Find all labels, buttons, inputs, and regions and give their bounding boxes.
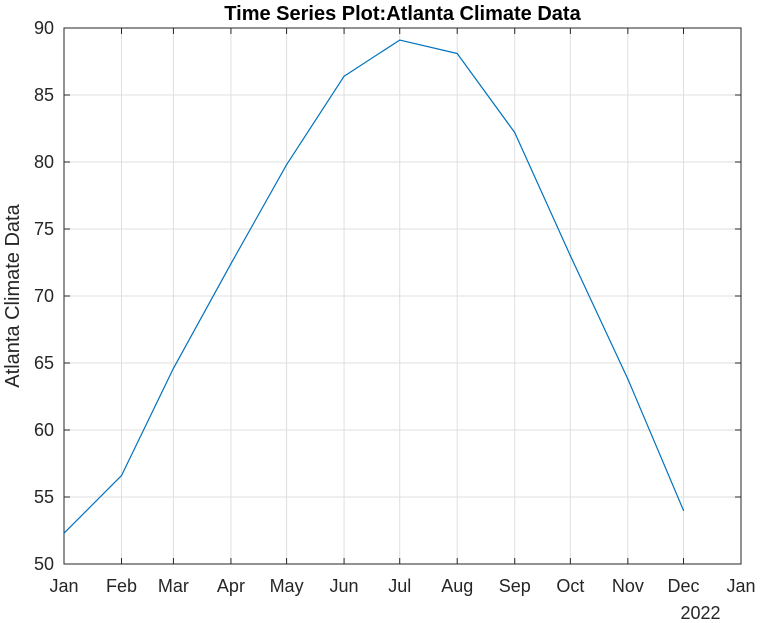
data-point xyxy=(514,131,516,134)
y-tick-label: 60 xyxy=(34,420,54,440)
data-point xyxy=(627,378,629,380)
grid-lines xyxy=(64,28,741,564)
x-tick-label: Jan xyxy=(726,576,755,596)
y-tick-label: 85 xyxy=(34,85,54,105)
data-point xyxy=(456,52,458,55)
x-tick-label: Mar xyxy=(158,576,189,596)
x-tick-label: Oct xyxy=(556,576,584,596)
data-point xyxy=(120,474,123,477)
x-tick-label: Jun xyxy=(330,576,359,596)
y-tick-label: 75 xyxy=(34,219,54,239)
series-line xyxy=(63,39,685,534)
data-point xyxy=(172,367,175,369)
data-point xyxy=(63,532,65,534)
x-tick-label: Aug xyxy=(441,576,473,596)
series-group xyxy=(63,39,685,534)
x-tick-label: Feb xyxy=(106,576,137,596)
x-tick-label: Sep xyxy=(499,576,531,596)
data-point xyxy=(285,164,288,166)
y-tick-label: 55 xyxy=(34,487,54,507)
data-point xyxy=(343,75,345,77)
x-axis-year-label: 2022 xyxy=(680,603,720,623)
x-tick-label: Jan xyxy=(49,576,78,596)
x-tick-label: Jul xyxy=(388,576,411,596)
data-point xyxy=(399,39,401,41)
x-tick-labels: Jan Feb Mar Apr May Jun Jul Aug Sep Oct Nov Dec Jan xyxy=(49,576,755,596)
y-tick-label: 70 xyxy=(34,286,54,306)
x-tick-label: May xyxy=(270,576,304,596)
x-tick-label: Apr xyxy=(217,576,245,596)
x-tick-label: Nov xyxy=(612,576,644,596)
y-tick-label: 90 xyxy=(34,18,54,38)
plot-frame xyxy=(63,27,742,565)
data-point xyxy=(569,255,571,257)
y-tick-labels: 50 55 60 65 70 75 80 85 90 xyxy=(34,18,54,574)
x-tick-label: Dec xyxy=(667,576,699,596)
y-tick-label: 65 xyxy=(34,353,54,373)
data-point xyxy=(682,509,685,511)
y-axis-label: Atlanta Climate Data xyxy=(2,203,24,387)
data-point xyxy=(230,263,232,265)
y-tick-label: 80 xyxy=(34,152,54,172)
y-tick-label: 50 xyxy=(34,554,54,574)
chart-title: Time Series Plot:Atlanta Climate Data xyxy=(224,3,581,25)
